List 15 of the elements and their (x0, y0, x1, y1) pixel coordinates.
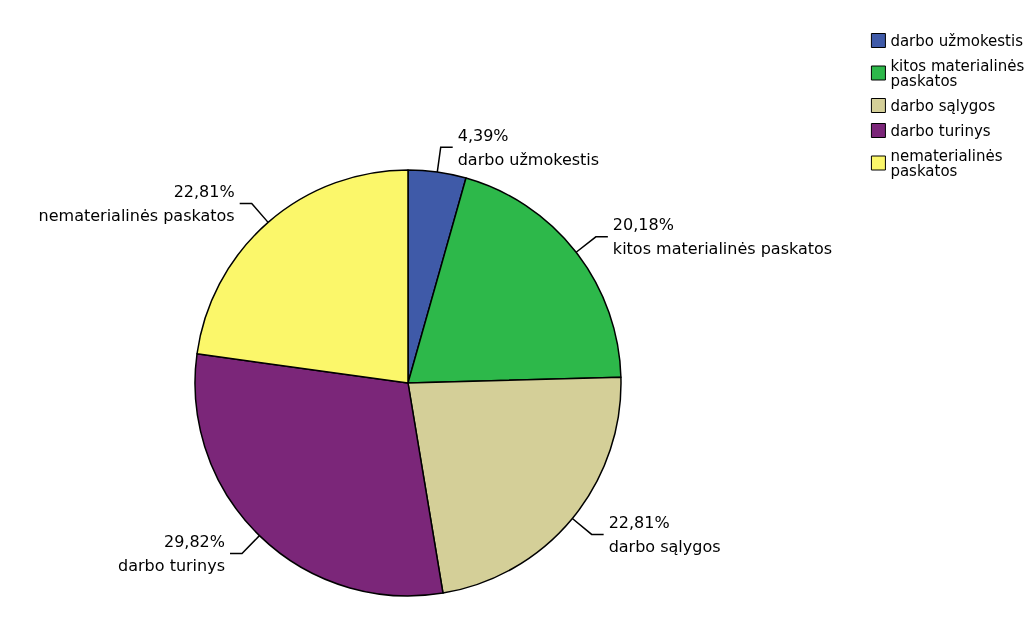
legend-label: darbo turinys (890, 121, 991, 140)
legend-label: nematerialinės paskatos (890, 146, 1008, 180)
legend-label: kitos materialinės paskatos (890, 56, 1029, 90)
data-label: 4,39% (457, 125, 509, 145)
data-label: 20,18% (612, 215, 674, 235)
data-label: 22,81% (173, 182, 235, 202)
slice-label: kitos materialinės paskatos (612, 239, 833, 259)
slice-label: nematerialinės paskatos (38, 206, 235, 226)
slice-label: darbo turinys (118, 556, 226, 576)
slice-label: darbo sąlygos (608, 536, 721, 556)
data-label: 29,82% (163, 532, 226, 552)
legend-label: darbo sąlygos (890, 96, 996, 115)
data-label: 22,81% (608, 512, 670, 532)
legend-label: darbo užmokestis (890, 31, 1024, 50)
slice-label: darbo užmokestis (457, 149, 600, 169)
